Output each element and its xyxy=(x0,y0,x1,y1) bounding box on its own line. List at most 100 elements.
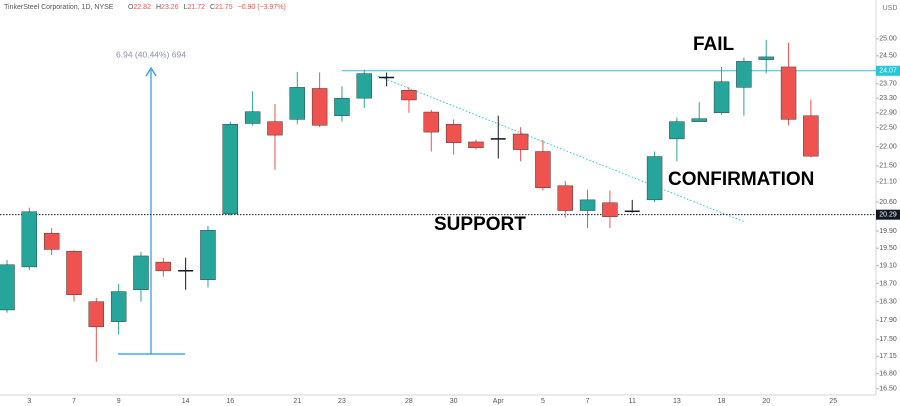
candle-body xyxy=(602,202,618,217)
x-tick-label: 28 xyxy=(405,398,413,405)
candle-body xyxy=(88,301,105,328)
x-tick-label: 18 xyxy=(718,398,726,405)
y-tick-label: 22.00 xyxy=(879,143,897,150)
trend-line xyxy=(377,75,746,223)
measure-label: 6.94 (40.44%) 694 xyxy=(116,49,186,59)
candle-body xyxy=(423,111,439,133)
ohlc-value: 23.26 xyxy=(161,4,179,11)
price-level-label: 24.07 xyxy=(879,68,897,75)
candle-body xyxy=(110,291,127,322)
candle-body xyxy=(445,124,462,143)
ohlc-label: H xyxy=(156,4,161,11)
candle-body xyxy=(758,56,774,60)
ohlc-value: 22.82 xyxy=(133,4,151,11)
y-tick-label: 20.60 xyxy=(879,199,897,206)
y-tick-label: 22.50 xyxy=(879,124,897,131)
y-tick-label: 25.00 xyxy=(879,36,897,43)
candle-body xyxy=(512,133,529,150)
x-tick-label: 20 xyxy=(762,398,770,405)
y-tick-label: 16.50 xyxy=(879,386,897,393)
y-tick-label: 21.50 xyxy=(879,163,897,170)
x-tick-label: 30 xyxy=(450,398,458,405)
ohlc-label: L xyxy=(184,4,188,11)
candle-body xyxy=(311,88,328,126)
price-level-label: 20.29 xyxy=(879,212,897,219)
candle-body xyxy=(356,73,372,99)
candle-body xyxy=(579,199,596,211)
candle-body xyxy=(244,111,261,124)
y-tick-label: 17.50 xyxy=(879,336,897,343)
candle-body xyxy=(803,115,819,157)
y-tick-label: 18.70 xyxy=(879,280,897,287)
candle-body xyxy=(0,264,15,311)
candle-body xyxy=(21,211,38,268)
candle-body xyxy=(401,90,417,101)
candle-body xyxy=(535,151,551,188)
candle-body xyxy=(200,229,216,281)
header-values: O22.82 H23.26 L21.72 C21.75 −0.90 (−3.97%) xyxy=(128,4,286,11)
y-tick-label: 21.10 xyxy=(879,179,897,186)
ohlc-change: −0.90 (−3.97%) xyxy=(238,4,286,11)
ohlc-label: C xyxy=(210,4,215,11)
x-tick-label: 11 xyxy=(629,398,636,405)
ohlc-value: 21.75 xyxy=(215,4,233,11)
ohlc-value: 21.72 xyxy=(187,4,205,11)
candle-body xyxy=(557,185,573,211)
measure-tool: 6.94 (40.44%) 694 xyxy=(116,49,186,355)
header-ohlc: O22.82 H23.26 L21.72 C21.75 −0.90 (−3.97%) xyxy=(128,4,286,11)
candle-body xyxy=(490,138,506,140)
x-tick-label: 13 xyxy=(673,398,681,405)
x-tick-label: 16 xyxy=(226,398,234,405)
candle-body xyxy=(133,255,149,290)
y-tick-label: 17.15 xyxy=(879,353,897,360)
x-tick-label: 14 xyxy=(182,398,190,405)
annotation: SUPPORT xyxy=(434,214,526,235)
candle-body xyxy=(780,66,797,120)
candle-body xyxy=(43,232,60,250)
x-tick-label: Apr xyxy=(493,398,505,405)
x-tick-label: 7 xyxy=(586,398,590,405)
candle-body xyxy=(267,121,283,136)
price-level-badge xyxy=(876,65,900,76)
candle-body xyxy=(624,210,640,213)
x-tick-label: 21 xyxy=(293,398,301,405)
annotation: FAIL xyxy=(693,34,735,55)
x-tick-label: 9 xyxy=(117,398,121,405)
y-tick-label: 18.30 xyxy=(879,298,897,305)
y-tick-label: 16.80 xyxy=(879,371,897,378)
candle-body xyxy=(289,87,305,120)
y-tick-label: 19.50 xyxy=(879,245,897,252)
candle-body xyxy=(669,121,685,140)
y-tick-label: 23.30 xyxy=(879,95,897,102)
candle-body xyxy=(222,124,239,215)
candle-body xyxy=(468,141,484,148)
y-tick-label: 24.50 xyxy=(879,53,897,60)
candle-body xyxy=(646,156,663,201)
candle-body xyxy=(379,76,395,79)
y-tick-label: 19.90 xyxy=(879,228,897,235)
y-tick-label: 22.90 xyxy=(879,110,897,117)
candle-body xyxy=(736,61,752,88)
y-tick-label: 23.70 xyxy=(879,81,897,88)
ohlc-label: O xyxy=(128,4,134,11)
currency: USD xyxy=(883,5,898,12)
candle-body xyxy=(334,97,350,116)
x-tick-label: 23 xyxy=(338,398,346,405)
y-tick-label: 17.90 xyxy=(879,317,897,324)
candle-body xyxy=(66,250,82,295)
candle-body xyxy=(178,270,194,272)
y-tick-label: 19.10 xyxy=(879,262,897,269)
x-tick-label: 3 xyxy=(27,398,31,405)
measure-arrowhead xyxy=(145,66,157,77)
candle-body xyxy=(155,261,172,272)
header-symbol: TinkerSteel Corporation, 1D, NYSE xyxy=(4,4,114,11)
candle-body xyxy=(691,118,707,122)
price-level-badge xyxy=(876,209,900,220)
x-tick-label: 5 xyxy=(541,398,545,405)
candle-body xyxy=(713,81,730,113)
annotation: CONFIRMATION xyxy=(668,169,814,190)
x-tick-label: 7 xyxy=(72,398,76,405)
x-tick-label: 25 xyxy=(829,398,837,405)
